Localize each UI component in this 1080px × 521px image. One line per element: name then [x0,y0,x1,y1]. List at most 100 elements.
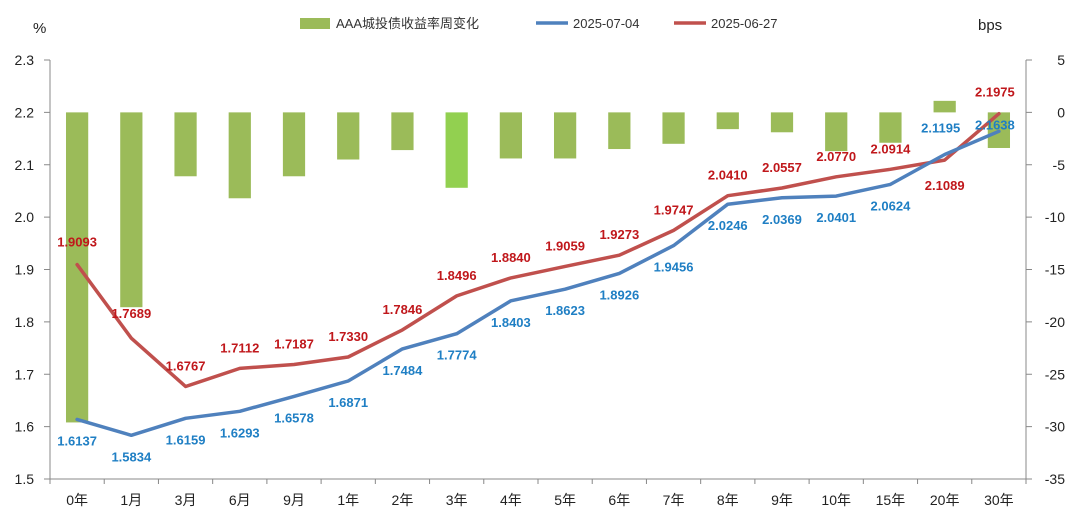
bar-weekly-change [337,112,360,160]
x-tick-label: 1年 [337,492,359,508]
bar-weekly-change [228,112,251,199]
bar-weekly-change [282,112,306,177]
label-2025-07-04: 1.6159 [166,432,206,447]
left-tick-label: 1.7 [15,366,35,382]
left-axis-unit: % [33,20,46,37]
right-tick-label: -25 [1045,366,1065,382]
label-2025-06-27: 1.7846 [383,302,423,317]
left-tick-label: 2.0 [15,209,35,225]
x-tick-label: 1月 [120,492,142,508]
left-tick-label: 2.2 [15,104,35,120]
label-2025-06-27: 1.8840 [491,250,531,265]
x-tick-label: 6年 [608,492,630,508]
label-2025-07-04: 1.6871 [328,395,368,410]
x-tick-label: 9年 [771,492,793,508]
left-tick-label: 1.8 [15,314,35,330]
left-tick-label: 2.1 [15,157,35,173]
label-2025-07-04: 2.1638 [975,117,1015,132]
label-2025-07-04: 1.8403 [491,315,531,330]
x-tick-label: 4年 [500,492,522,508]
bar-weekly-change [879,112,902,143]
bar-series [65,100,1011,423]
left-tick-label: 1.9 [15,262,35,278]
label-2025-07-04: 1.6137 [57,433,97,448]
x-tick-label: 15年 [876,492,906,508]
label-2025-07-04: 2.0369 [762,212,802,227]
label-2025-07-04: 1.5834 [111,449,152,464]
line-2025-07-04 [75,129,1001,438]
label-2025-07-04: 1.8623 [545,303,585,318]
label-2025-06-27: 2.1089 [925,178,965,193]
right-tick-label: 0 [1057,104,1065,120]
label-2025-06-27: 2.1975 [975,85,1015,100]
x-tick-label: 5年 [554,492,576,508]
label-2025-07-04: 2.1195 [921,121,960,136]
legend-bar-label: AAA城投债收益率周变化 [336,16,479,31]
bar-weekly-change [608,112,631,150]
label-2025-07-04: 1.7484 [383,363,424,378]
x-tick-label: 7年 [663,492,685,508]
label-2025-06-27: 2.0557 [762,160,802,175]
bar-weekly-change [553,112,577,159]
bar-weekly-change [120,112,143,308]
label-2025-07-04: 1.6578 [274,410,314,425]
right-axis-ticks: -35 -30 -25 -20 -15 -10 -5 0 5 [1026,52,1065,487]
legend: AAA城投债收益率周变化 2025-07-04 2025-06-27 [300,16,778,31]
label-2025-06-27: 1.7689 [111,306,151,321]
label-2025-07-04: 1.9456 [654,260,694,275]
x-tick-label: 3月 [175,492,197,508]
label-2025-07-04: 2.0401 [816,210,856,225]
bar-weekly-change [825,112,848,152]
label-2025-07-04: 2.0624 [871,198,912,213]
label-2025-06-27: 2.0770 [816,149,856,164]
legend-blue-label: 2025-07-04 [573,16,640,31]
label-2025-06-27: 2.0410 [708,168,748,183]
legend-red-label: 2025-06-27 [711,16,778,31]
x-tick-label: 0年 [66,492,88,508]
right-tick-label: -10 [1045,209,1065,225]
x-tick-label: 6月 [229,492,251,508]
left-tick-label: 1.6 [15,419,35,435]
left-tick-label: 2.3 [15,52,35,68]
bar-weekly-change [391,112,414,151]
line-series [75,111,1001,438]
label-2025-06-27: 1.7187 [274,336,314,351]
label-2025-06-27: 2.0914 [871,141,912,156]
bar-weekly-change [174,112,197,177]
x-tick-label: 20年 [930,492,960,508]
right-tick-label: 5 [1057,52,1065,68]
label-2025-07-04: 1.8926 [599,287,639,302]
x-tick-label: 10年 [821,492,851,508]
label-2025-06-27: 1.6767 [166,358,206,373]
x-tick-label: 8年 [717,492,739,508]
x-tick-label: 3年 [446,492,468,508]
bar-weekly-change [933,100,956,113]
line-2025-06-27 [75,111,1001,389]
label-2025-06-27: 1.8496 [437,268,477,283]
label-2025-07-04: 2.0246 [708,218,748,233]
data-labels: 1.6137 1.5834 1.6159 1.6293 1.6578 1.6871 1.74… [57,85,1015,465]
legend-bar-swatch [300,18,330,29]
left-tick-label: 1.5 [15,471,35,487]
label-2025-06-27: 1.9093 [57,235,97,250]
x-axis-ticks: 0年 1月 3月 6月 9月 1年 2年 3年 4年 5年 6年 7年 8年 9年 10年 15年 20年 30年 [49,479,1027,508]
bar-weekly-change [499,112,523,159]
x-tick-label: 30年 [984,492,1014,508]
x-tick-label: 2年 [392,492,414,508]
label-2025-06-27: 1.9273 [599,227,639,242]
label-2025-06-27: 1.9747 [654,202,694,217]
bar-weekly-change [770,112,794,133]
label-2025-06-27: 1.7330 [328,329,368,344]
right-tick-label: -35 [1045,471,1065,487]
label-2025-07-04: 1.7774 [437,348,478,363]
bar-weekly-change [445,112,468,188]
x-tick-label: 9月 [283,492,305,508]
right-tick-label: -5 [1053,157,1066,173]
right-tick-label: -30 [1045,419,1065,435]
right-tick-label: -15 [1045,262,1065,278]
bar-weekly-change [662,112,685,144]
label-2025-06-27: 1.7112 [220,340,259,355]
right-tick-label: -20 [1045,314,1065,330]
right-axis-unit: bps [978,17,1002,34]
